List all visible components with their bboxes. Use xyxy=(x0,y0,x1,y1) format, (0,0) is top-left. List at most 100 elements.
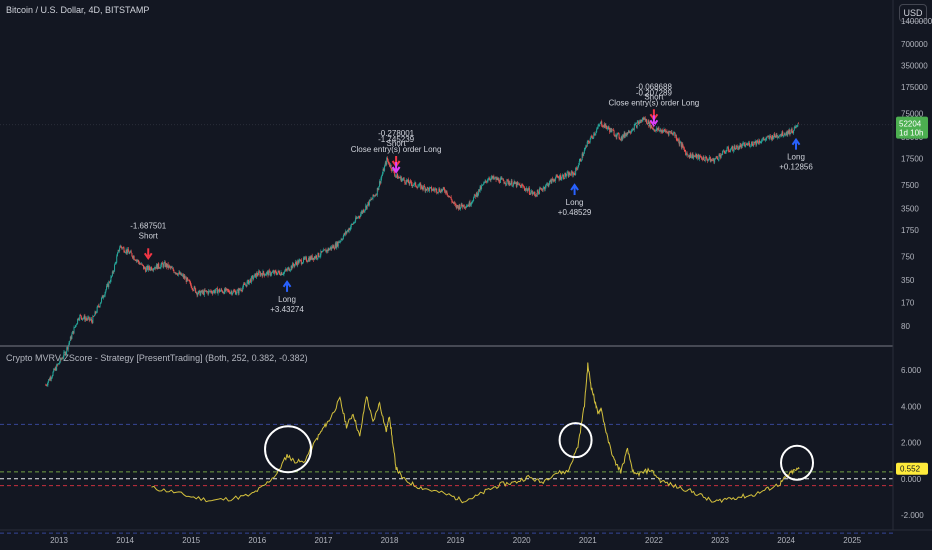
candle-body xyxy=(56,364,58,371)
candle-body xyxy=(717,159,719,160)
candle-body xyxy=(562,174,564,179)
candle-body xyxy=(465,206,467,208)
candle-body xyxy=(748,142,750,144)
candle-body xyxy=(505,183,507,185)
candle-body xyxy=(746,144,748,146)
candle-body xyxy=(189,281,191,283)
candle-body xyxy=(226,288,228,291)
candle-body xyxy=(708,159,710,161)
candle-body xyxy=(354,221,356,223)
candle-body xyxy=(785,131,787,135)
candle-body xyxy=(77,318,79,320)
candle-body xyxy=(237,289,239,294)
candle-body xyxy=(517,183,519,185)
candle-body xyxy=(633,128,635,130)
candle-body xyxy=(673,132,675,134)
candle-body xyxy=(728,150,730,152)
candle-body xyxy=(297,260,299,266)
indicator-title[interactable]: Crypto MVRV ZScore - Strategy [PresentTr… xyxy=(6,353,308,363)
signal-label: Long xyxy=(787,153,805,162)
candle-body xyxy=(455,205,457,208)
candle-body xyxy=(296,263,298,266)
candle-body xyxy=(74,327,76,328)
candle-body xyxy=(491,176,493,178)
candle-body xyxy=(339,241,341,243)
candle-body xyxy=(562,174,564,177)
candle-body xyxy=(314,256,316,259)
candle-body xyxy=(504,183,506,184)
candle-body xyxy=(380,178,382,184)
candle-body xyxy=(663,129,665,132)
candle-body xyxy=(625,134,627,137)
price-axis[interactable]: 1400000700000350000175000750003500017500… xyxy=(901,17,932,331)
candle-body xyxy=(195,288,197,293)
candle-body xyxy=(263,271,265,274)
candle-body xyxy=(97,305,99,307)
candle-body xyxy=(80,315,82,316)
candle-body xyxy=(704,160,706,161)
candle-body xyxy=(507,180,509,185)
candle-body xyxy=(719,154,721,156)
candle-body xyxy=(735,145,737,150)
candle-body xyxy=(72,331,74,334)
candle-body xyxy=(430,187,432,188)
highlight-circles xyxy=(264,422,815,481)
candle-body xyxy=(684,149,686,152)
candle-body xyxy=(659,129,661,131)
candle-body xyxy=(701,158,703,160)
candle-body xyxy=(292,263,294,266)
candle-body xyxy=(403,178,405,181)
candle-body xyxy=(739,144,741,149)
candle-body xyxy=(791,129,793,132)
candle-body xyxy=(297,260,299,264)
candle-body xyxy=(512,185,514,187)
candle-body xyxy=(756,140,758,145)
candle-body xyxy=(590,136,592,140)
indicator-axis[interactable]: 6.000 4.000 2.000 0.000 -2.000 xyxy=(901,366,924,520)
candle-body xyxy=(326,249,328,253)
candle-body xyxy=(506,179,508,184)
candle-body xyxy=(342,239,344,240)
candle-body xyxy=(647,120,649,125)
candle-body xyxy=(270,274,272,276)
candle-body xyxy=(457,205,459,207)
candle-body xyxy=(57,363,59,365)
candle-body xyxy=(407,179,409,183)
candle-body xyxy=(174,272,176,274)
candle-body xyxy=(533,192,535,194)
signal-sublabel: Close entry(s) order Long xyxy=(351,145,442,154)
candle-body xyxy=(438,188,440,193)
symbol-title[interactable]: Bitcoin / U.S. Dollar, 4D, BITSTAMP xyxy=(6,5,150,15)
candle-body xyxy=(113,270,115,273)
signal-sublabel: Short xyxy=(644,92,664,101)
candle-body xyxy=(733,146,735,151)
candle-body xyxy=(578,164,580,167)
candle-body xyxy=(300,259,302,261)
candle-body xyxy=(262,271,264,277)
candle-body xyxy=(148,266,150,269)
currency-button[interactable]: USD xyxy=(899,4,927,22)
candle-body xyxy=(531,190,533,194)
candle-body xyxy=(586,145,588,147)
candle-body xyxy=(447,195,449,197)
candle-body xyxy=(357,217,359,219)
candle-body xyxy=(434,189,436,191)
time-axis[interactable]: 2013 2014 2015 2016 2017 2018 2019 2020 2021 2022… xyxy=(50,536,862,545)
price-tick-label: 75000 xyxy=(901,109,924,118)
candle-body xyxy=(276,273,278,275)
candle-body xyxy=(515,182,517,187)
candle-body xyxy=(335,243,337,248)
candle-body xyxy=(329,247,331,249)
candle-body xyxy=(344,231,346,235)
candle-body xyxy=(393,169,395,173)
candle-body xyxy=(715,156,717,159)
candle-body xyxy=(695,153,697,157)
candle-body xyxy=(202,291,204,293)
candle-body xyxy=(502,178,504,181)
candle-body xyxy=(161,262,163,266)
candle-body xyxy=(182,274,184,278)
candle-body xyxy=(365,205,367,209)
candle-body xyxy=(696,155,698,159)
candle-body xyxy=(175,272,177,274)
